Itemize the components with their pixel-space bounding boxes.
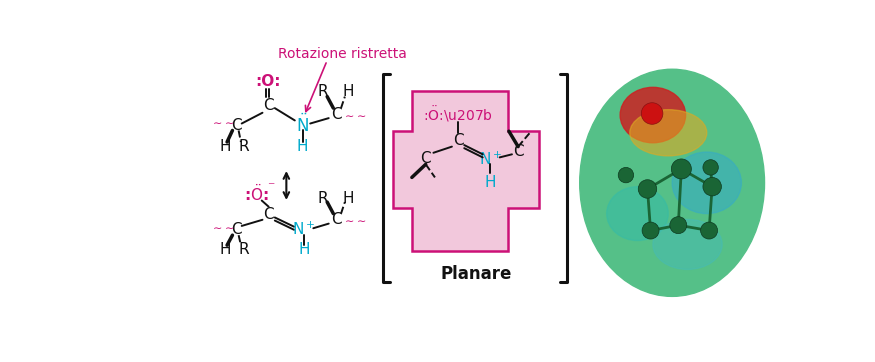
Text: Rotazione ristretta: Rotazione ristretta [278,47,407,61]
Text: C: C [331,212,342,227]
Text: C: C [231,118,242,132]
Text: Planare: Planare [440,265,512,283]
Text: H: H [343,191,354,206]
Text: $\sim\!\sim$: $\sim\!\sim$ [210,118,234,128]
Circle shape [703,177,721,196]
Polygon shape [393,91,539,251]
Circle shape [703,160,718,175]
Text: C: C [513,144,523,159]
Text: H: H [219,241,230,257]
Text: H: H [298,242,310,257]
Text: :O:: :O: [255,75,281,89]
Text: N$^+$: N$^+$ [479,150,502,168]
Text: H: H [485,174,496,190]
Text: H: H [219,139,230,154]
Circle shape [638,180,657,198]
Ellipse shape [653,219,722,269]
Circle shape [701,222,717,239]
Text: C: C [452,133,464,148]
Text: C: C [420,151,431,167]
Circle shape [641,103,663,124]
Text: :$\rm\ddot{O}$:: :$\rm\ddot{O}$: [244,183,269,204]
Text: H: H [343,84,354,99]
Text: C: C [263,207,274,222]
Circle shape [671,159,691,179]
Text: $\sim\!\sim$: $\sim\!\sim$ [210,223,234,232]
Ellipse shape [630,110,707,156]
Text: ⁻: ⁻ [267,180,275,194]
Ellipse shape [620,87,686,143]
Ellipse shape [672,152,741,214]
Circle shape [619,167,634,183]
Circle shape [642,222,659,239]
Text: $\sim\!\sim$: $\sim\!\sim$ [342,111,367,121]
Text: C: C [331,107,342,122]
Text: H: H [297,139,308,154]
Text: C: C [263,97,274,113]
Text: R: R [239,241,249,257]
Circle shape [670,217,687,233]
Text: R: R [239,139,249,154]
Text: C: C [231,222,242,237]
Text: :$\rm\ddot{O}$:\u207b: :$\rm\ddot{O}$:\u207b [423,104,494,124]
Text: N$^+$: N$^+$ [292,221,316,239]
Text: $\rm\ddot{N}$: $\rm\ddot{N}$ [296,114,309,136]
Ellipse shape [606,187,668,241]
Text: $\sim\!\sim$: $\sim\!\sim$ [342,215,367,226]
Text: R: R [318,191,328,206]
Ellipse shape [580,69,765,296]
Text: R: R [318,84,328,99]
